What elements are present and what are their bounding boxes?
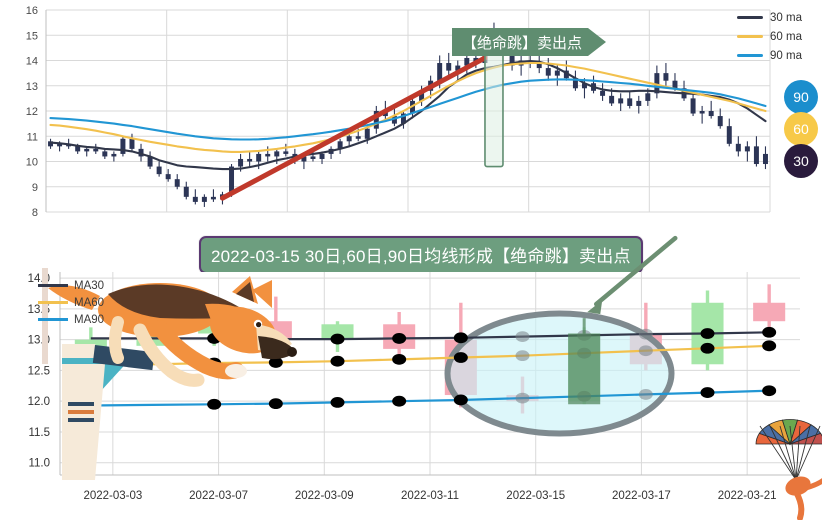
svg-text:2022-03-11: 2022-03-11 [401, 490, 459, 502]
svg-text:16: 16 [26, 5, 38, 17]
svg-text:2022-03-15: 2022-03-15 [506, 490, 565, 502]
svg-text:8: 8 [32, 207, 38, 219]
svg-text:2022-03-17: 2022-03-17 [612, 490, 671, 502]
badge-ma30-label: 30 [793, 153, 809, 169]
svg-text:10: 10 [26, 157, 38, 169]
svg-text:13: 13 [26, 81, 38, 93]
svg-text:2022-03-09: 2022-03-09 [295, 490, 354, 502]
dog-illustration [48, 276, 297, 387]
legend-item-ma60: 60 ma [737, 27, 802, 46]
svg-text:12.0: 12.0 [28, 396, 50, 408]
badge-ma30: 30 [784, 144, 818, 178]
analysis-title-text: 2022-03-15 30日,60日,90日均线形成【绝命跳】卖出点 [211, 247, 631, 266]
svg-text:14: 14 [26, 56, 38, 68]
legend-label-ma30: 30 ma [770, 11, 802, 24]
legend-item-ma90-bottom: MA90 [38, 311, 104, 328]
bottom-chart-panel: 11.0 11.5 12.0 12.5 13.0 13.5 14.0 2022-03-03 20… [0, 232, 822, 520]
svg-text:11.5: 11.5 [28, 427, 50, 439]
legend-label-ma90-bottom: MA90 [74, 313, 105, 326]
legend-item-ma60-bottom: MA60 [38, 294, 104, 311]
legend-item-ma30-bottom: MA30 [38, 277, 104, 294]
legend-swatch-ma60 [737, 35, 764, 38]
ma-badge-group: 90 60 30 [784, 80, 818, 178]
svg-text:2022-03-03: 2022-03-03 [83, 490, 142, 502]
sell-point-banner-arrow-icon [588, 28, 607, 56]
top-chart-legend: 30 ma 60 ma 90 ma [737, 8, 802, 65]
badge-ma90-label: 90 [793, 89, 809, 105]
top-chart-panel: 8 9 10 11 12 13 14 15 16 30 ma 60 ma 90 ma 【绝命跳】… [0, 0, 822, 232]
legend-label-ma30-bottom: MA30 [74, 279, 105, 292]
legend-swatch-ma30 [737, 16, 764, 19]
legend-swatch-ma90 [737, 54, 764, 57]
bottom-chart-legend: MA30 MA60 MA90 [38, 277, 104, 328]
legend-swatch-ma30-bottom [38, 284, 68, 287]
badge-ma60: 60 [784, 112, 818, 146]
legend-label-ma60: 60 ma [770, 30, 802, 43]
sell-point-banner: 【绝命跳】卖出点 [452, 28, 607, 56]
legend-label-ma90: 90 ma [770, 49, 802, 62]
sell-point-banner-label: 【绝命跳】卖出点 [462, 34, 583, 52]
top-chart-canvas: 8 9 10 11 12 13 14 15 16 [26, 5, 771, 219]
legend-swatch-ma60-bottom [38, 301, 68, 304]
sell-point-banner-body: 【绝命跳】卖出点 [452, 28, 607, 56]
svg-text:11: 11 [27, 131, 38, 143]
legend-label-ma60-bottom: MA60 [74, 296, 105, 309]
svg-text:9: 9 [32, 182, 38, 194]
svg-text:15: 15 [26, 30, 38, 42]
badge-ma90: 90 [784, 80, 818, 114]
badge-ma60-label: 60 [793, 121, 809, 137]
svg-text:12: 12 [26, 106, 38, 118]
svg-text:11.0: 11.0 [28, 458, 50, 470]
legend-item-ma30: 30 ma [737, 8, 802, 27]
legend-item-ma90: 90 ma [737, 46, 802, 65]
svg-text:2022-03-21: 2022-03-21 [718, 490, 777, 502]
svg-text:2022-03-07: 2022-03-07 [189, 490, 248, 502]
legend-swatch-ma90-bottom [38, 318, 68, 321]
svg-text:12.5: 12.5 [28, 365, 50, 377]
